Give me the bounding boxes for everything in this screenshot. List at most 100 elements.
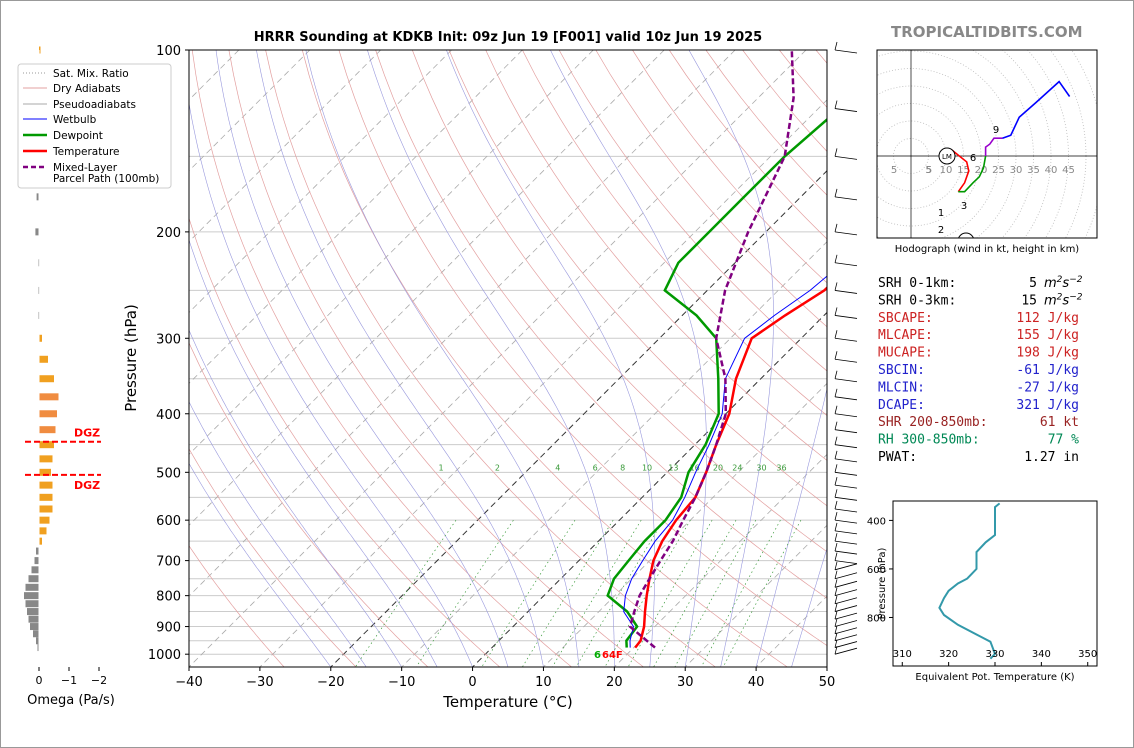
moist-adiabat-line bbox=[791, 547, 827, 667]
y-tick-label: 700 bbox=[156, 555, 181, 570]
moist-adiabat-line bbox=[189, 462, 332, 667]
hodo-ring-label: 10 bbox=[940, 165, 953, 176]
omega-bar bbox=[39, 46, 41, 54]
hodo-series bbox=[958, 155, 987, 193]
omega-bar bbox=[39, 455, 53, 463]
hodo-series bbox=[951, 149, 970, 193]
moist-adiabat-line bbox=[189, 101, 473, 667]
hodo-height-label: 2 bbox=[938, 225, 944, 236]
hodo-ring-label: 5 bbox=[891, 165, 897, 176]
wind-barb-staff bbox=[834, 196, 858, 201]
dry-adiabat-line bbox=[189, 448, 357, 667]
skewt-plot-area: 1 2 4 6 8 10 13 16 20 24 30 36 bbox=[189, 50, 827, 667]
index-value: 1.27 in bbox=[1024, 450, 1079, 465]
theta-e-x-label: Equivalent Pot. Temperature (K) bbox=[915, 672, 1074, 683]
isotherm-line bbox=[259, 99, 827, 667]
wind-barb-staff bbox=[834, 458, 858, 463]
omega-bar bbox=[28, 575, 39, 583]
mixing-ratio-line bbox=[522, 520, 614, 667]
wind-barb-staff bbox=[834, 550, 858, 555]
wind-barb-flag bbox=[834, 351, 838, 360]
wind-barb-flag bbox=[834, 450, 838, 459]
wind-barb-staff bbox=[834, 496, 858, 501]
x-tick-label: −10 bbox=[388, 675, 415, 690]
hodo-ring-label: 20 bbox=[975, 165, 988, 176]
wind-barb-staff bbox=[834, 627, 858, 635]
wind-barb-staff bbox=[834, 358, 858, 363]
index-label: SRH 0-1km: bbox=[878, 276, 956, 291]
wind-barb-flag bbox=[834, 489, 838, 498]
dry-adiabat-line bbox=[595, 50, 827, 328]
hodo-ring-label: 30 bbox=[1010, 165, 1023, 176]
dgz-label: DGZ bbox=[74, 479, 100, 492]
wind-barb-flag bbox=[834, 561, 838, 570]
dry-adiabat-line bbox=[411, 50, 827, 553]
omega-bar bbox=[39, 537, 42, 545]
index-label: SRH 0-3km: bbox=[878, 293, 956, 308]
hodo-series bbox=[1002, 80, 1071, 139]
wind-barb-flag bbox=[834, 388, 838, 397]
wind-barb-staff bbox=[834, 647, 858, 655]
mixing-ratio-line bbox=[481, 520, 576, 667]
moist-adiabat-line bbox=[215, 50, 509, 667]
wind-barb-staff bbox=[834, 231, 858, 236]
y-axis-label: Pressure (hPa) bbox=[122, 304, 140, 412]
wind-barb-staff bbox=[834, 315, 858, 319]
dry-adiabat-line bbox=[558, 50, 827, 372]
index-value: -27 J/kg bbox=[1016, 380, 1079, 395]
mixing-ratio-line bbox=[575, 520, 664, 667]
dry-adiabat-line bbox=[375, 50, 827, 599]
isotherm-line bbox=[189, 50, 736, 597]
mixing-ratio-label: 24 bbox=[732, 463, 742, 472]
dry-adiabat-line bbox=[815, 50, 827, 64]
hodo-lm-marker bbox=[938, 147, 956, 165]
x-tick-label: 30 bbox=[677, 675, 694, 690]
index-value: 112 J/kg bbox=[1016, 311, 1079, 326]
hodo-series bbox=[984, 137, 1003, 156]
wind-barb-staff bbox=[834, 605, 858, 612]
legend-label: Wetbulb bbox=[53, 114, 97, 126]
dry-adiabat-line bbox=[265, 50, 716, 667]
isotherm-line bbox=[401, 241, 827, 667]
index-value: -61 J/kg bbox=[1016, 363, 1079, 378]
legend-box bbox=[17, 63, 172, 189]
isotherm-line bbox=[684, 524, 827, 667]
wind-barb-staff bbox=[834, 634, 858, 642]
index-unit: m2s−2 bbox=[1044, 275, 1083, 291]
wind-barb-staff bbox=[834, 597, 858, 605]
moist-adiabat-line bbox=[367, 50, 615, 667]
moist-adiabat-line bbox=[189, 239, 438, 667]
wind-barb-staff bbox=[834, 471, 858, 476]
wind-barb-flag bbox=[834, 625, 838, 634]
index-unit: m2s−2 bbox=[1044, 292, 1083, 308]
wind-barb-staff bbox=[834, 612, 858, 620]
wind-barb-staff bbox=[834, 580, 858, 588]
hodo-lm-label: LM bbox=[942, 153, 952, 161]
x-tick-label: −20 bbox=[317, 675, 344, 690]
dry-adiabat-line bbox=[189, 217, 501, 667]
wind-barb-flag bbox=[834, 100, 838, 109]
index-label: MLCAPE: bbox=[878, 328, 933, 343]
moist-adiabat-line bbox=[550, 50, 707, 667]
moist-adiabat-line bbox=[688, 50, 774, 667]
wind-barb-flag bbox=[834, 405, 838, 414]
omega-x-tick-label: −2 bbox=[91, 674, 107, 687]
y-tick-label: 200 bbox=[156, 226, 181, 241]
legend-label: Sat. Mix. Ratio bbox=[53, 68, 129, 80]
wind-barb-flag bbox=[834, 533, 838, 542]
wind-barb-flag bbox=[834, 464, 838, 473]
wind-barb-flag bbox=[834, 522, 838, 531]
wind-barb-staff bbox=[834, 108, 858, 112]
wind-barb-flag bbox=[834, 595, 838, 604]
wind-barbs bbox=[826, 41, 858, 667]
isotherm-line bbox=[472, 311, 827, 667]
hodo-rm-marker bbox=[958, 232, 974, 238]
omega-bar bbox=[33, 630, 39, 638]
x-tick-label: −40 bbox=[175, 675, 202, 690]
surface-temp-label: 64F bbox=[602, 650, 623, 661]
series-dewpoint bbox=[606, 117, 827, 648]
hodo-ring-label: 5 bbox=[926, 165, 932, 176]
